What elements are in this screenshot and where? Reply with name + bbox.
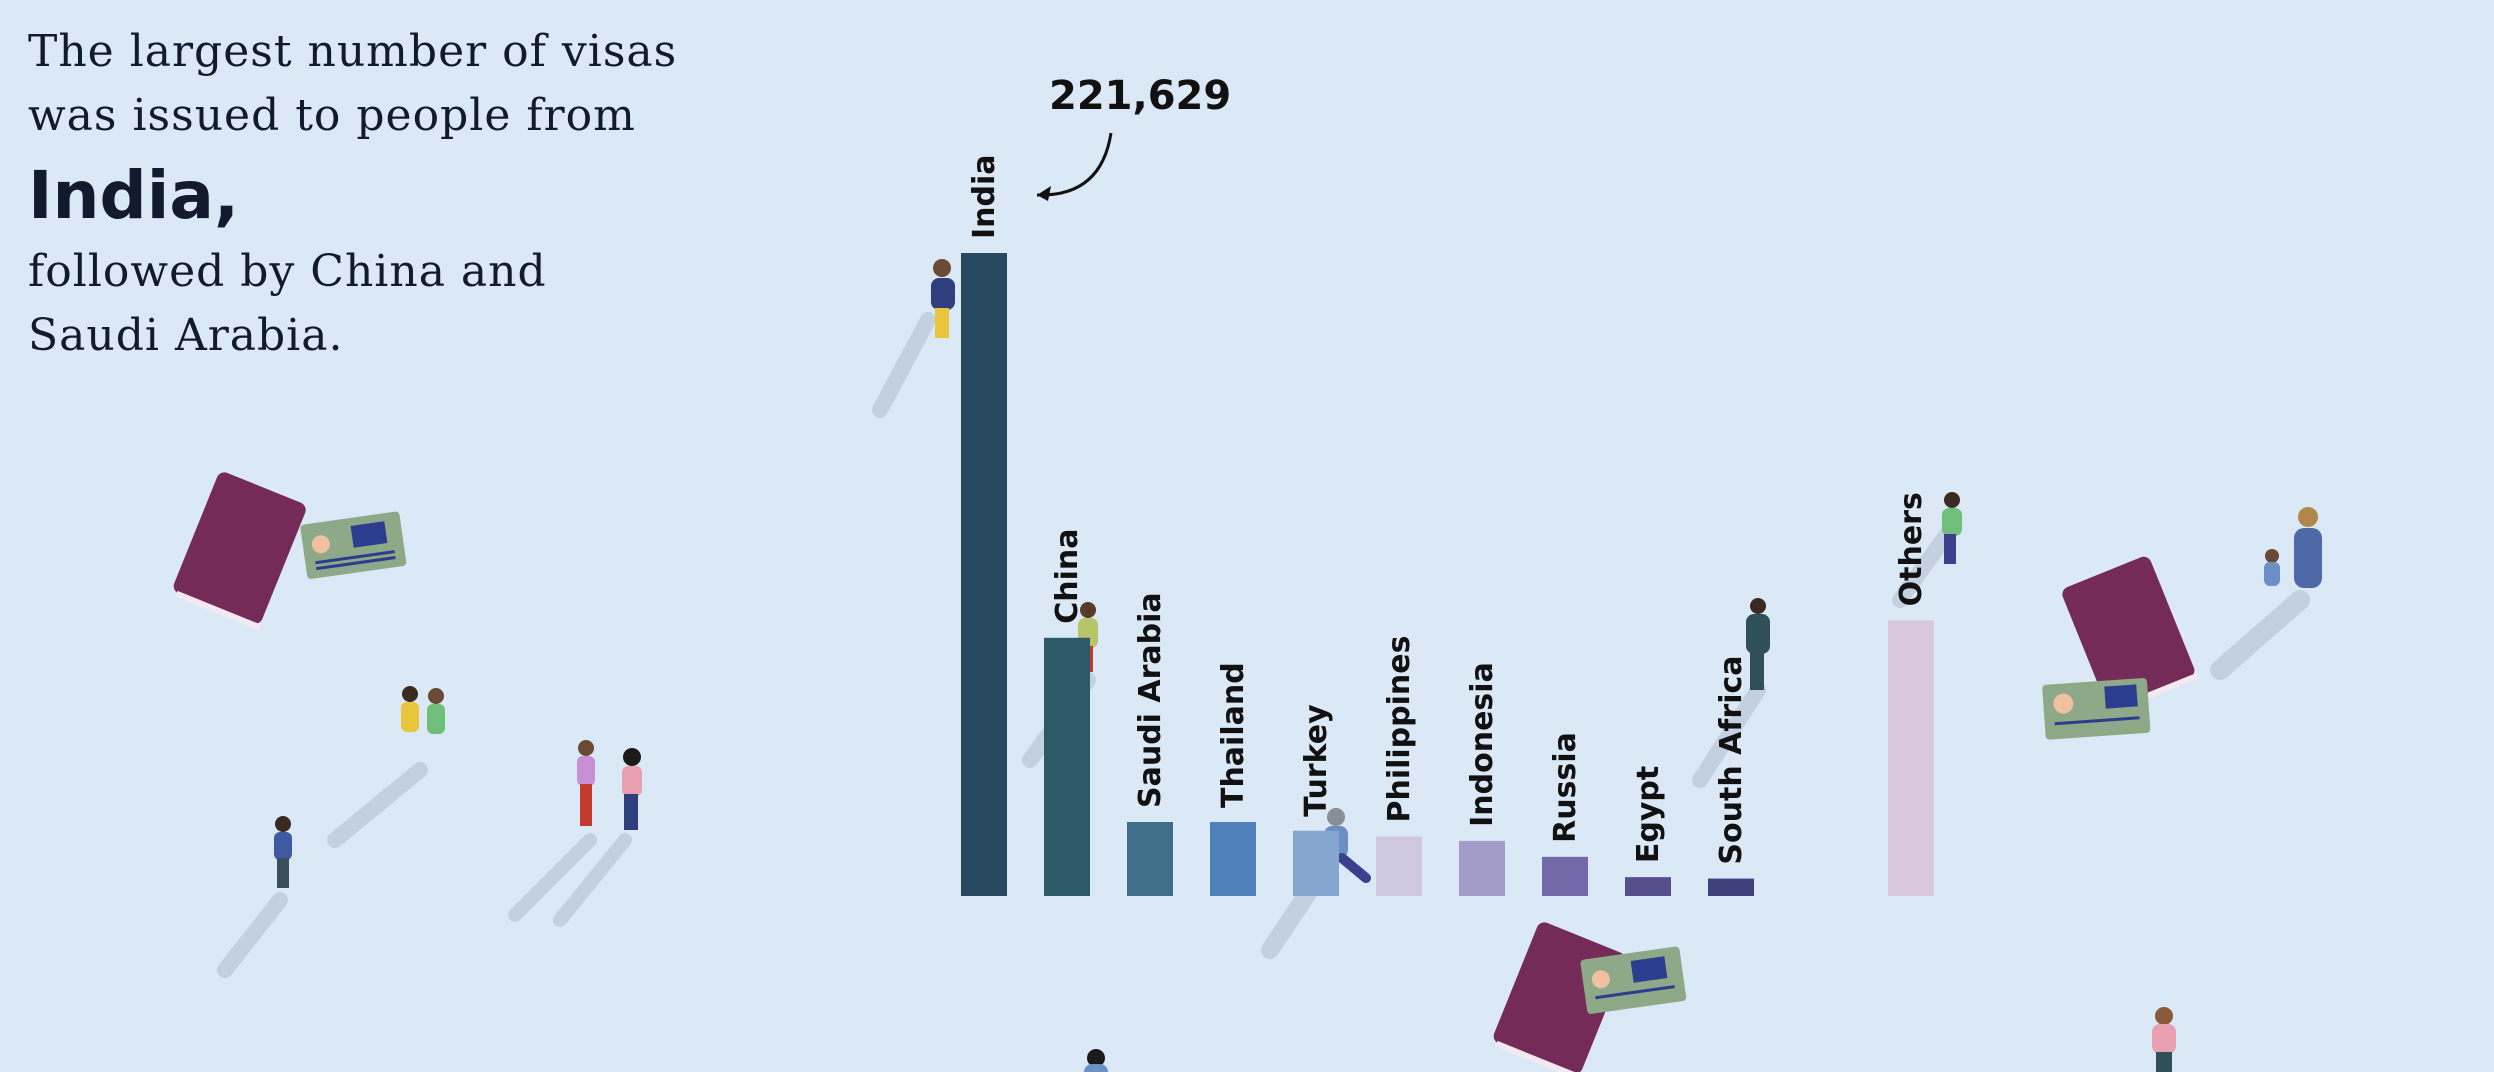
category-label-saudi-arabia: Saudi Arabia [1133,592,1168,808]
category-label-thailand: Thailand [1216,662,1251,808]
bar-thailand [1210,822,1256,896]
bar-others [1888,620,1934,896]
bar-philippines [1376,836,1422,896]
value-label-india: 221,629 [1049,73,1231,119]
category-label-russia: Russia [1548,732,1583,843]
bar-india [961,253,1007,896]
annotations-group: 221,629 [1036,73,1231,201]
headline-line-1: The largest number of visas [28,26,678,77]
category-label-south-africa: South Africa [1714,655,1749,864]
category-label-indonesia: Indonesia [1465,662,1500,827]
bar-south-africa [1708,878,1754,896]
headline-line-3: followed by China and [28,246,547,297]
bar-indonesia [1459,840,1505,896]
bar-russia [1542,856,1588,896]
bar-turkey [1293,830,1339,896]
headline-line-2: was issued to people from [28,90,636,141]
annotation-arrow [1036,132,1113,197]
headline: The largest number of visas was issued t… [28,20,748,368]
bar-saudi-arabia [1127,822,1173,896]
annotation-arrowhead [1037,186,1051,201]
category-label-philippines: Philippines [1382,636,1417,823]
headline-line-4: Saudi Arabia. [28,310,344,361]
bars-group [961,253,1934,896]
headline-emphasis: India, [28,157,240,234]
category-label-turkey: Turkey [1299,704,1334,817]
category-label-india: India [967,154,1002,239]
category-label-others: Others [1894,492,1929,606]
category-label-china: China [1050,529,1085,624]
bar-egypt [1625,877,1671,896]
category-label-egypt: Egypt [1631,766,1666,863]
bar-china [1044,637,1090,896]
category-labels-group: India China Saudi Arabia Thailand Turkey Phil… [967,154,1929,864]
